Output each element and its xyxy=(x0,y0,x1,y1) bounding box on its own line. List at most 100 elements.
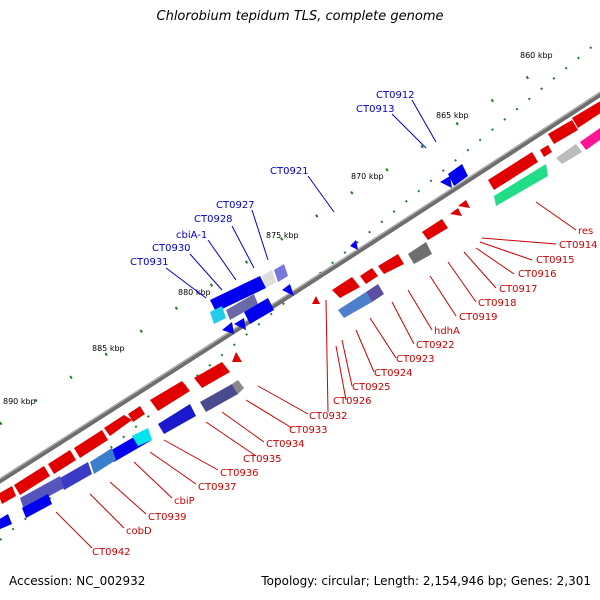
leader-ct0921 xyxy=(307,175,335,213)
gene-ct0914 xyxy=(540,145,552,157)
gene-label-cbia-1[interactable]: cbiA-1 xyxy=(176,230,207,241)
leader-ct0918 xyxy=(447,261,477,303)
gene-ct0930-b xyxy=(244,298,274,324)
leader-ct0936 xyxy=(163,439,219,471)
gene-label-cbip[interactable]: cbiP xyxy=(174,496,195,507)
gene-ct0931 xyxy=(210,306,226,324)
gene-label-ct0923[interactable]: CT0923 xyxy=(396,354,435,365)
gene-label-ct0924[interactable]: CT0924 xyxy=(374,368,413,379)
leader-ct0914 xyxy=(481,237,557,245)
leader-ct0916 xyxy=(475,247,515,275)
gene-label-ct0934[interactable]: CT0934 xyxy=(266,439,305,450)
leader-cbip xyxy=(133,461,173,499)
gene-cbip xyxy=(74,430,108,458)
gene-label-ct0916[interactable]: CT0916 xyxy=(518,269,557,280)
gene-label-ct0918[interactable]: CT0918 xyxy=(478,298,517,309)
leader-ct0913 xyxy=(391,113,427,149)
block-blue-5 xyxy=(22,494,52,518)
leader-ct0924 xyxy=(355,329,375,373)
leader-ct0927 xyxy=(251,209,269,261)
leader-ct0923 xyxy=(369,317,397,359)
gene-label-ct0935[interactable]: CT0935 xyxy=(243,454,282,465)
leader-ct0931 xyxy=(165,267,207,299)
gene-label-ct0915[interactable]: CT0915 xyxy=(536,255,575,266)
gene-label-ct0921[interactable]: CT0921 xyxy=(270,166,309,177)
leader-cobd xyxy=(89,493,125,529)
gene-ct0917 xyxy=(458,200,470,208)
forward-genes xyxy=(0,101,600,504)
leader-ct0926 xyxy=(335,345,347,401)
leader-ct0926-b xyxy=(325,299,329,413)
gene-label-ct0936[interactable]: CT0936 xyxy=(220,468,259,479)
gene-label-ct0917[interactable]: CT0917 xyxy=(499,284,538,295)
gene-label-ct0928[interactable]: CT0928 xyxy=(194,214,233,225)
leader-ct0939 xyxy=(109,481,147,515)
gene-ct0915 xyxy=(488,152,538,190)
gene-rev-1 xyxy=(0,514,12,530)
gene-label-ct0932[interactable]: CT0932 xyxy=(309,411,348,422)
gene-label-ct0926[interactable]: CT0926 xyxy=(333,396,372,407)
forward-label-group: res CT0914 CT0915 CT0916 CT0917 CT0918 C… xyxy=(92,226,598,558)
leader-res xyxy=(535,201,577,231)
block-blue-4 xyxy=(60,462,92,490)
gene-rev-3 xyxy=(234,318,246,330)
gene-pink xyxy=(580,128,600,150)
gene-ct0924 xyxy=(332,277,360,298)
gene-ct0935 xyxy=(150,381,190,411)
scale-label-880: 880 kbp xyxy=(178,288,211,297)
gene-ct0921 xyxy=(350,240,358,250)
block-blue-2 xyxy=(158,404,196,434)
block-cyan xyxy=(132,428,152,446)
leader-ct0915 xyxy=(479,241,533,261)
leader-ct0942 xyxy=(55,511,93,549)
gene-label-ct0942[interactable]: CT0942 xyxy=(92,547,131,558)
gene-label-ct0933[interactable]: CT0933 xyxy=(289,425,328,436)
gene-ct0918 xyxy=(450,208,462,216)
gene-res xyxy=(548,120,578,144)
genome-backbone xyxy=(0,91,600,484)
gene-label-ct0914[interactable]: CT0914 xyxy=(559,240,598,251)
genome-summary-text: Topology: circular; Length: 2,154,946 bp… xyxy=(261,574,591,588)
leader-ct0925 xyxy=(341,339,353,387)
gene-label-ct0931[interactable]: CT0931 xyxy=(130,257,169,268)
gene-label-ct0912[interactable]: CT0912 xyxy=(376,90,415,101)
accession-text: Accession: NC_002932 xyxy=(9,574,146,588)
block-teal xyxy=(90,448,116,474)
leader-ct0912 xyxy=(411,99,437,143)
block-grey-2 xyxy=(232,380,244,394)
leader-ct0933 xyxy=(245,399,293,429)
gene-label-ct0922[interactable]: CT0922 xyxy=(416,340,455,351)
gene-label-hdha[interactable]: hdhA xyxy=(434,326,460,337)
block-purple-2 xyxy=(20,476,64,510)
gene-label-ct0925[interactable]: CT0925 xyxy=(352,382,391,393)
gene-ct0930 xyxy=(226,294,258,320)
map-title: Chlorobium tepidum TLS, complete genome xyxy=(156,9,444,24)
gene-label-res[interactable]: res xyxy=(578,226,593,237)
leader-ct0919 xyxy=(429,275,457,317)
leader-cbia-1 xyxy=(207,239,237,281)
gene-label-ct0939[interactable]: CT0939 xyxy=(148,512,187,523)
gene-ct0932-tip xyxy=(232,352,242,362)
gene-label-cobd[interactable]: cobD xyxy=(126,526,152,537)
gene-rev-2 xyxy=(222,322,234,334)
gene-ct0927 xyxy=(274,264,288,282)
block-grey xyxy=(556,144,582,164)
gene-ct0928 xyxy=(282,284,294,296)
reverse-genes xyxy=(0,164,468,530)
gene-label-ct0919[interactable]: CT0919 xyxy=(459,312,498,323)
gene-ct0919 xyxy=(422,219,448,240)
gene-label-ct0930[interactable]: CT0930 xyxy=(152,243,191,254)
gene-label-ct0927[interactable]: CT0927 xyxy=(216,200,255,211)
gene-ct0939 xyxy=(48,450,76,474)
scale-label-875: 875 kbp xyxy=(266,231,299,240)
gene-ct0942 xyxy=(0,486,16,504)
genome-backbone-highlight xyxy=(0,91,600,480)
gene-label-ct0913[interactable]: CT0913 xyxy=(356,104,395,115)
gene-label-ct0937[interactable]: CT0937 xyxy=(198,482,237,493)
leader-ct0934 xyxy=(221,411,265,443)
gene-rev-grey xyxy=(262,270,276,288)
gene-cbia-1 xyxy=(210,276,266,312)
block-dark xyxy=(408,242,432,264)
